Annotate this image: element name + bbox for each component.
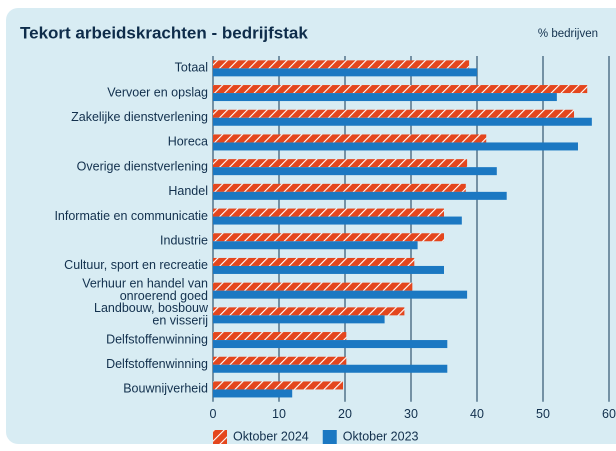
bar xyxy=(213,389,293,398)
x-tick-label: 60 xyxy=(602,407,616,421)
y-tick-label: Industrie xyxy=(160,234,208,248)
bar xyxy=(213,191,507,200)
bar xyxy=(213,68,477,77)
bar xyxy=(213,60,470,69)
y-tick-label: Horeca xyxy=(168,135,208,149)
y-tick-label: Bouwnijverheid xyxy=(123,382,208,396)
bar xyxy=(213,117,592,126)
bar xyxy=(213,364,448,373)
bar xyxy=(213,356,347,365)
x-tick-label: 10 xyxy=(272,407,286,421)
legend-label: Oktober 2024 xyxy=(233,429,309,443)
x-tick-label: 50 xyxy=(536,407,550,421)
bar xyxy=(213,332,347,341)
y-tick-label: Totaal xyxy=(175,61,208,75)
bar xyxy=(213,257,415,266)
bar xyxy=(213,109,575,118)
y-tick-label: Delfstoffenwinning xyxy=(106,357,208,371)
bar xyxy=(213,134,487,143)
bar xyxy=(213,208,444,217)
unit-label: % bedrijven xyxy=(538,28,598,40)
x-tick-label: 30 xyxy=(404,407,418,421)
chart-title: Tekort arbeidskrachten - bedrijfstak xyxy=(20,23,308,42)
y-tick-label: Delfstoffenwinning xyxy=(106,332,208,346)
legend-swatch xyxy=(213,430,227,444)
bar xyxy=(213,307,405,316)
y-tick-label: Landbouw, bosbouw en visserij xyxy=(94,301,209,328)
bar xyxy=(213,183,466,192)
x-tick-label: 0 xyxy=(210,407,217,421)
y-tick-label: Verhuur en handel van onroerend goed xyxy=(82,277,208,304)
bar xyxy=(213,233,444,242)
bar xyxy=(213,340,448,349)
bar xyxy=(213,93,557,102)
bar xyxy=(213,315,385,324)
x-tick-label: 20 xyxy=(338,407,352,421)
y-tick-label: Informatie en communicatie xyxy=(54,209,208,223)
bar xyxy=(213,290,468,299)
y-tick-label: Zakelijke dienstverlening xyxy=(71,110,208,124)
y-tick-label: Overige dienstverlening xyxy=(77,159,208,173)
bar xyxy=(213,85,588,94)
y-tick-label: Vervoer en opslag xyxy=(107,85,208,99)
bar xyxy=(213,381,344,390)
legend-label: Oktober 2023 xyxy=(343,429,419,443)
legend-swatch xyxy=(322,430,337,444)
bar xyxy=(213,159,468,168)
bar xyxy=(213,167,497,176)
x-tick-label: 40 xyxy=(470,407,484,421)
bar xyxy=(213,265,444,274)
bar xyxy=(213,216,462,225)
bar xyxy=(213,142,578,151)
y-tick-label: Handel xyxy=(168,184,208,198)
bar xyxy=(213,241,418,250)
bar xyxy=(213,282,413,291)
y-tick-label: Cultuur, sport en recreatie xyxy=(64,258,208,272)
